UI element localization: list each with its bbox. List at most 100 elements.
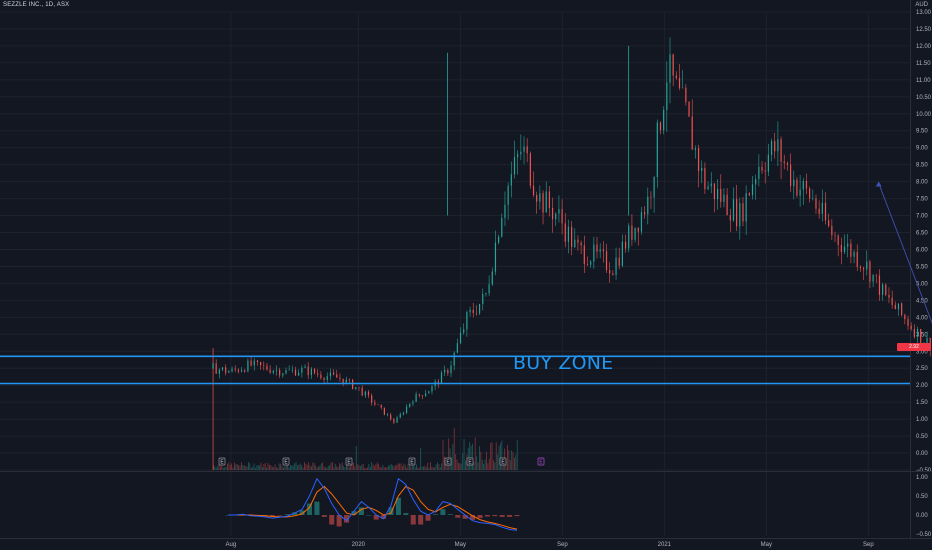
candle-body	[710, 183, 712, 187]
volume-bar	[232, 467, 234, 470]
volume-bar	[388, 465, 389, 470]
candle-body	[882, 284, 884, 295]
volume-bar	[326, 467, 328, 470]
y-tick-label: 1.50	[916, 400, 928, 406]
macd-y-tick-label: 0.00	[916, 513, 928, 519]
volume-bar	[271, 466, 273, 470]
volume-bar	[343, 465, 345, 470]
candle-body	[221, 367, 224, 370]
volume-bar	[515, 454, 517, 470]
last-price-tag: 2.92	[897, 343, 931, 351]
candle-body	[770, 141, 773, 155]
volume-bar	[431, 466, 433, 470]
volume-bar	[390, 463, 392, 470]
candle-body	[707, 186, 709, 190]
macd-histogram-bar	[403, 513, 409, 515]
candle-body	[650, 196, 652, 198]
volume-bar	[458, 462, 459, 470]
candle-body	[415, 394, 417, 402]
volume-bar	[487, 463, 489, 470]
macd-histogram-bar	[351, 511, 357, 515]
volume-bar	[269, 465, 270, 470]
candle-body	[878, 275, 881, 295]
y-tick-label: 8.50	[916, 163, 928, 169]
macd-histogram-bar	[432, 514, 438, 515]
volume-bar	[437, 462, 438, 470]
volume-bar	[304, 462, 305, 470]
candle-body	[628, 225, 630, 249]
candle-body	[326, 376, 328, 380]
volume-bar	[404, 465, 406, 470]
candle-body	[421, 395, 424, 397]
earnings-marker-label: E	[446, 460, 450, 466]
candle-body	[732, 199, 735, 221]
volume-bar	[382, 464, 384, 470]
candle-body	[212, 363, 214, 369]
candle-body	[523, 146, 525, 152]
volume-bar	[494, 462, 496, 470]
candle-body	[609, 270, 611, 274]
candle-body	[558, 209, 560, 214]
volume-bar	[332, 462, 333, 470]
volume-bar	[284, 466, 286, 470]
candle-body	[802, 180, 804, 190]
macd-histogram-bar	[440, 509, 446, 515]
candle-body	[405, 406, 408, 413]
candle-body	[888, 294, 890, 298]
volume-bar	[302, 467, 304, 470]
volume-bar	[368, 463, 370, 470]
candle-body	[850, 243, 852, 257]
earnings-marker	[282, 457, 290, 466]
volume-bar	[329, 465, 331, 470]
macd-histogram-bar	[299, 510, 305, 515]
candle-body	[218, 369, 220, 374]
volume-bar	[438, 464, 440, 470]
earnings-marker-label: E	[410, 460, 414, 466]
candle-body	[907, 319, 909, 327]
volume-bar	[311, 466, 312, 470]
volume-bar	[325, 467, 326, 470]
macd-histogram-bar	[499, 515, 505, 517]
volume-bar	[294, 463, 296, 470]
candle-body	[561, 209, 563, 224]
candle-body	[672, 54, 674, 76]
macd-histogram-bar	[358, 507, 364, 515]
candle-body	[542, 193, 544, 213]
volume-bar	[460, 463, 462, 470]
volume-bar	[410, 466, 412, 470]
volume-bar	[309, 465, 311, 470]
volume-bar	[501, 440, 503, 470]
candle-body	[548, 191, 550, 208]
volume-bar	[260, 462, 262, 470]
earnings-marker	[499, 457, 507, 466]
candle-body	[253, 360, 255, 366]
volume-bar	[452, 444, 454, 470]
candle-body	[485, 293, 487, 295]
volume-bar	[231, 463, 233, 470]
candle-body	[828, 220, 830, 227]
volume-bar	[283, 467, 284, 470]
candle-body	[688, 102, 690, 117]
macd-histogram-bar	[477, 515, 483, 519]
candle-body	[399, 414, 401, 418]
candle-body	[409, 403, 411, 407]
candle-body	[926, 338, 928, 343]
candle-body	[412, 401, 414, 404]
candle-body	[437, 381, 439, 384]
volume-bar	[421, 466, 423, 470]
currency-label: AUD	[915, 2, 928, 8]
candle-body	[761, 166, 763, 171]
earnings-marker	[218, 457, 226, 466]
volume-bar	[277, 467, 279, 470]
candle-body	[494, 242, 497, 272]
volume-bar	[267, 463, 269, 470]
macd-histogram-bar	[395, 497, 401, 515]
candle-body	[821, 202, 823, 214]
volume-bar	[218, 464, 220, 470]
candle-body	[234, 368, 236, 370]
macd-histogram-bar	[373, 515, 379, 520]
volume-bar	[423, 466, 424, 470]
candle-body	[697, 148, 700, 171]
candle-body	[371, 395, 373, 403]
